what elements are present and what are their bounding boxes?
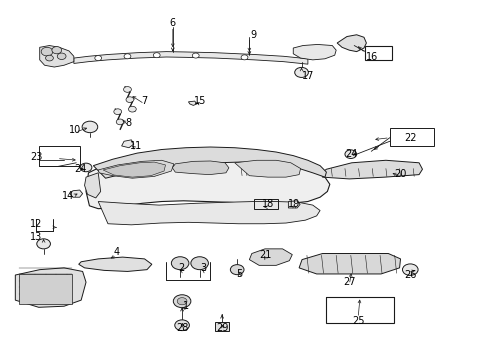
Circle shape xyxy=(95,55,102,60)
Circle shape xyxy=(192,53,199,58)
Text: 13: 13 xyxy=(30,232,42,242)
Circle shape xyxy=(37,239,50,249)
Polygon shape xyxy=(40,45,74,67)
Circle shape xyxy=(82,121,98,133)
Bar xyxy=(39,145,80,166)
Text: 5: 5 xyxy=(236,269,242,279)
Polygon shape xyxy=(93,147,326,178)
Polygon shape xyxy=(172,161,228,175)
Text: 11: 11 xyxy=(130,141,142,151)
Bar xyxy=(365,46,391,60)
Text: 14: 14 xyxy=(62,191,74,201)
Bar xyxy=(389,128,433,146)
Bar xyxy=(326,297,393,323)
Polygon shape xyxy=(299,253,400,274)
Polygon shape xyxy=(15,268,86,307)
Circle shape xyxy=(80,163,92,172)
Circle shape xyxy=(344,150,356,158)
Circle shape xyxy=(52,46,61,54)
Text: 26: 26 xyxy=(403,270,416,280)
Text: 4: 4 xyxy=(113,247,120,257)
Circle shape xyxy=(153,53,160,58)
Text: 29: 29 xyxy=(216,323,228,333)
Text: 17: 17 xyxy=(301,71,313,81)
Polygon shape xyxy=(79,257,152,271)
Polygon shape xyxy=(74,51,307,64)
Bar xyxy=(19,274,72,304)
Text: 10: 10 xyxy=(69,125,81,135)
Text: 24: 24 xyxy=(345,149,357,159)
Text: 3: 3 xyxy=(200,263,206,273)
Text: 18: 18 xyxy=(261,199,273,210)
Polygon shape xyxy=(86,152,329,209)
Polygon shape xyxy=(293,44,335,60)
Circle shape xyxy=(114,109,122,114)
Circle shape xyxy=(128,106,136,112)
Text: 6: 6 xyxy=(169,18,176,28)
Text: 27: 27 xyxy=(343,277,355,287)
Text: 9: 9 xyxy=(250,30,256,40)
Circle shape xyxy=(171,257,188,270)
Text: 23: 23 xyxy=(30,152,42,162)
Text: 2: 2 xyxy=(178,263,184,273)
Text: 1: 1 xyxy=(183,301,189,311)
Circle shape xyxy=(41,47,53,56)
Circle shape xyxy=(177,298,186,305)
Text: 16: 16 xyxy=(366,52,378,62)
Text: 21: 21 xyxy=(259,250,271,260)
Circle shape xyxy=(126,97,134,103)
Circle shape xyxy=(173,295,190,308)
Text: 8: 8 xyxy=(125,118,132,128)
Circle shape xyxy=(190,257,208,270)
Circle shape xyxy=(294,67,308,77)
Polygon shape xyxy=(70,190,82,197)
Polygon shape xyxy=(103,162,165,177)
Circle shape xyxy=(123,87,131,92)
Text: 7: 7 xyxy=(141,96,147,106)
Polygon shape xyxy=(188,101,196,105)
Polygon shape xyxy=(249,249,292,265)
Text: 28: 28 xyxy=(176,323,188,333)
Circle shape xyxy=(116,119,124,125)
Circle shape xyxy=(241,55,247,60)
Polygon shape xyxy=(321,160,422,179)
Polygon shape xyxy=(98,202,320,225)
Polygon shape xyxy=(288,201,300,208)
Polygon shape xyxy=(336,35,366,51)
Circle shape xyxy=(57,53,66,59)
Text: 12: 12 xyxy=(30,219,42,229)
Bar xyxy=(254,199,277,210)
Polygon shape xyxy=(215,321,228,330)
Circle shape xyxy=(45,55,53,61)
Polygon shape xyxy=(122,140,134,148)
Text: 19: 19 xyxy=(287,199,300,210)
Circle shape xyxy=(174,320,189,330)
Text: 20: 20 xyxy=(393,168,406,179)
Polygon shape xyxy=(234,160,300,177)
Polygon shape xyxy=(84,173,101,198)
Circle shape xyxy=(230,265,244,275)
Text: 25: 25 xyxy=(351,316,364,325)
Circle shape xyxy=(124,54,131,59)
Text: 15: 15 xyxy=(194,96,206,106)
Text: 22: 22 xyxy=(403,133,416,143)
Circle shape xyxy=(402,264,417,275)
Text: 24: 24 xyxy=(74,163,86,174)
Polygon shape xyxy=(98,160,173,178)
